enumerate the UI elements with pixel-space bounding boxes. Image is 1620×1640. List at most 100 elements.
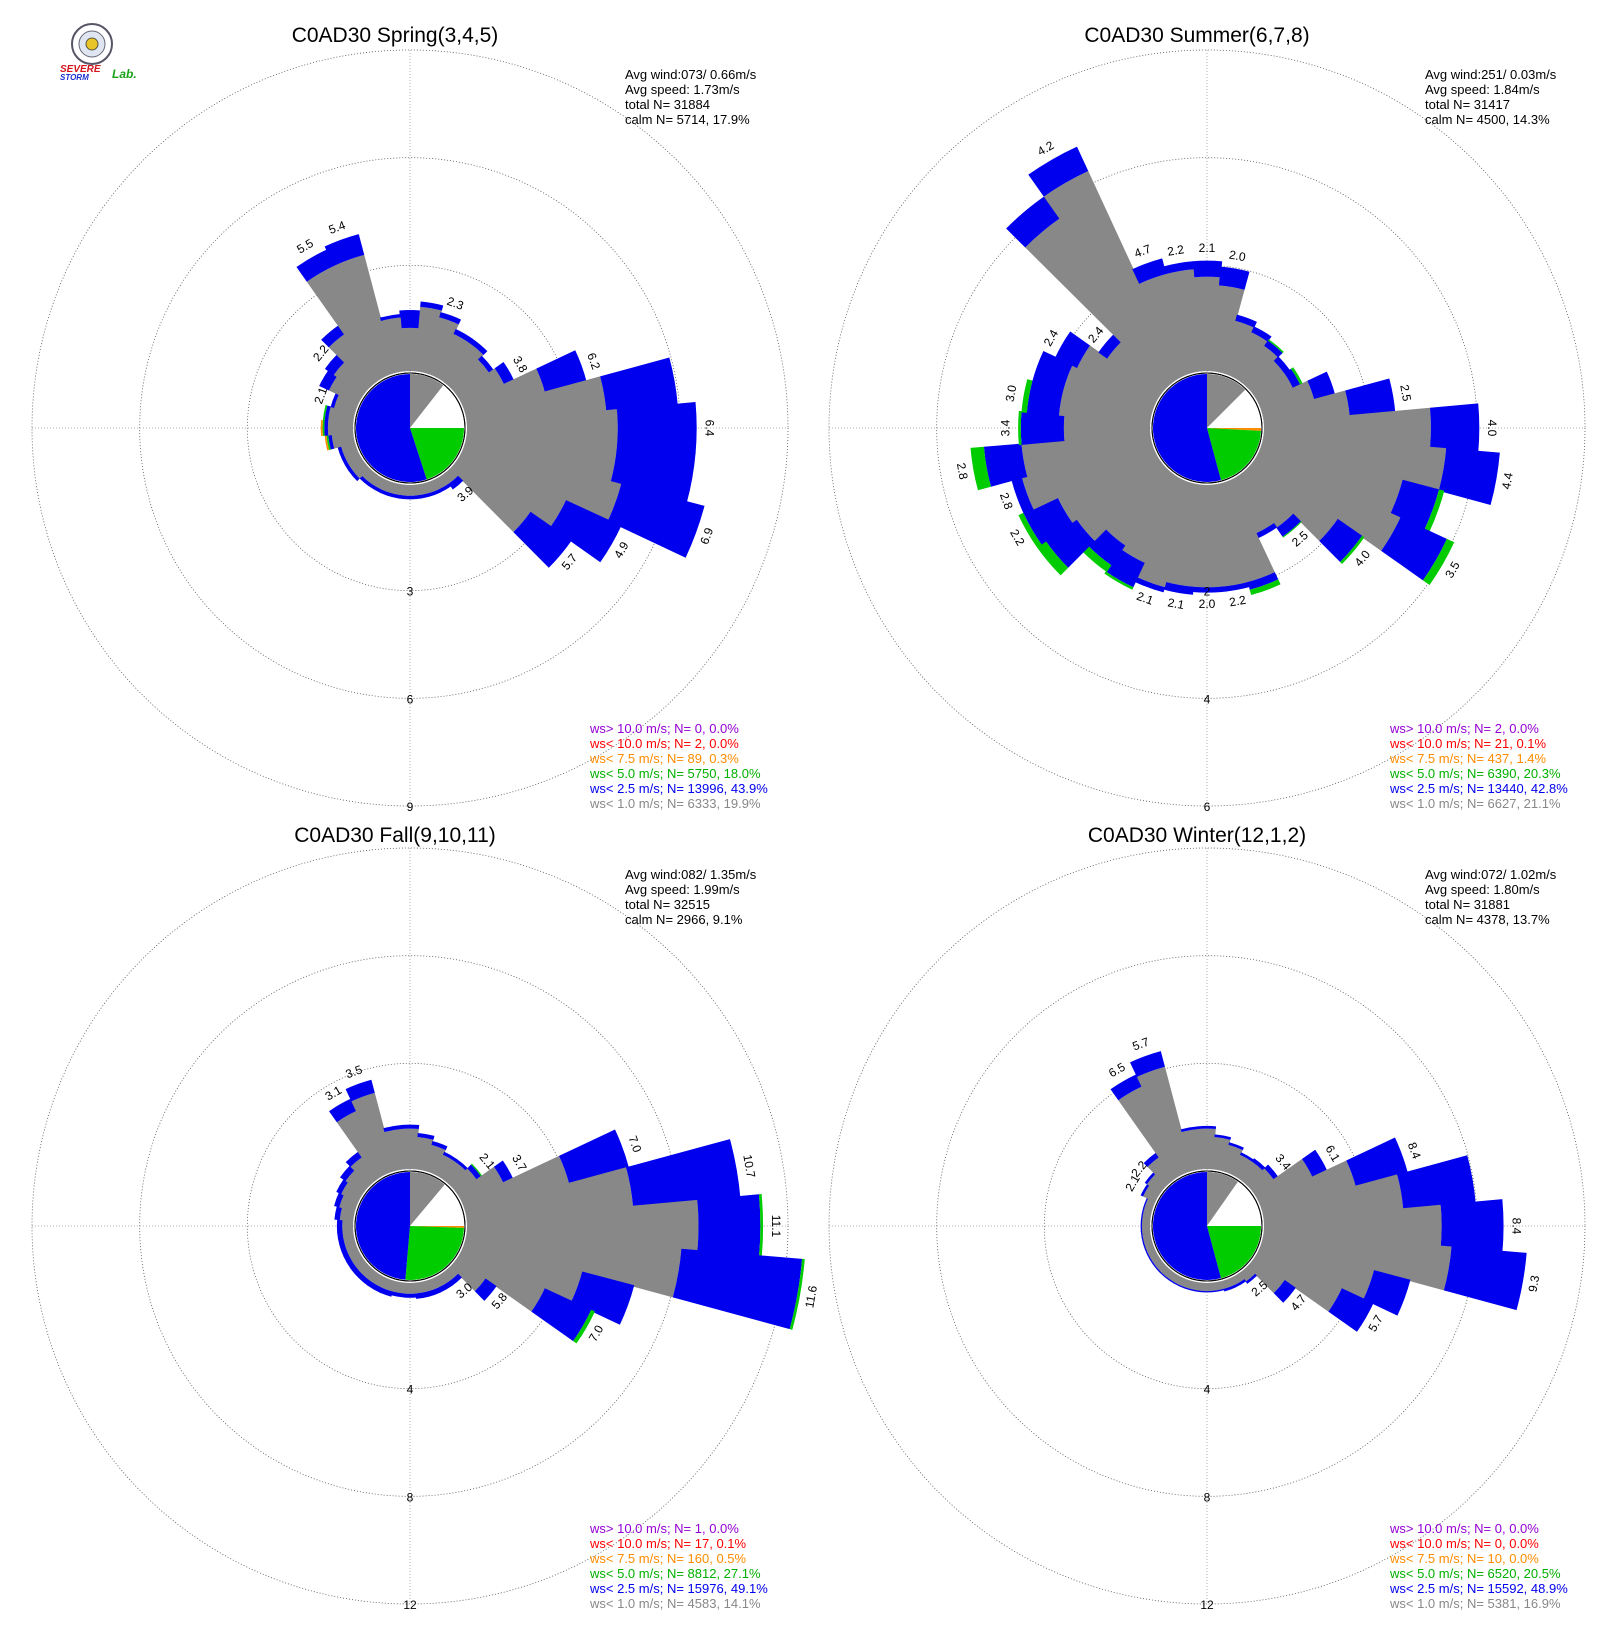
rose-bar-segment: [450, 1258, 486, 1292]
calm-circle-outline: [354, 1170, 466, 1282]
calm-pie-slice: [1207, 1172, 1238, 1226]
rose-bar-segment: [1328, 1288, 1374, 1332]
rose-bar-segment: [1011, 476, 1034, 515]
bar-value-label: 2.1: [1199, 241, 1216, 255]
rose-bar-segment: [391, 1291, 405, 1298]
rose-bar-segment: [348, 1249, 364, 1266]
rose-bar-segment: [1235, 314, 1257, 328]
total-n-text: total N= 32515: [625, 897, 710, 912]
speed-legend: ws> 10.0 m/s; N= 1, 0.0% ws< 10.0 m/s; N…: [589, 1521, 768, 1611]
bar-value-label: 3.5: [344, 1062, 365, 1081]
chart-title: C0AD30 Spring(3,4,5): [292, 24, 499, 47]
grid-ring: [31, 49, 789, 807]
bar-value-label: 5.7: [559, 551, 581, 573]
rose-bar-segment: [403, 1293, 417, 1298]
ring-label: 6: [407, 692, 414, 706]
grid-ring: [828, 847, 1586, 1605]
bar-value-label: 2.5: [1397, 384, 1414, 403]
rose-bar-segment: [450, 460, 531, 533]
rose-bar-segment: [334, 1206, 343, 1221]
rose-bar-segment: [1006, 195, 1061, 248]
rose-bar-segment: [328, 406, 355, 424]
speed-legend: ws> 10.0 m/s; N= 2, 0.0% ws< 10.0 m/s; N…: [1389, 721, 1568, 811]
rose-bar-segment: [336, 1179, 349, 1195]
rose-bar-segment: [573, 1309, 595, 1344]
calm-pie-slice: [410, 374, 444, 428]
legend-entry: ws< 2.5 m/s; N= 13440, 42.8%: [1389, 781, 1568, 796]
rose-bar-segment: [1165, 483, 1203, 587]
rose-bar-segment: [448, 475, 464, 490]
avg-wind-text: Avg wind:072/ 1.02m/s: [1425, 867, 1557, 882]
calm-pie-slice: [356, 374, 427, 482]
rose-bar-segment: [1230, 474, 1274, 534]
bar-value-label: 2.1: [311, 385, 330, 406]
rose-bar-segment: [1059, 389, 1152, 424]
rose-bar-segment: [456, 451, 566, 528]
rose-bar-segment: [1290, 367, 1303, 385]
rose-bar-segment: [1424, 489, 1445, 533]
rose-bar-segment: [1245, 1273, 1257, 1284]
bar-value-label: 4.7: [1132, 242, 1153, 261]
rose-bar-segment: [1340, 535, 1365, 564]
rose-bar-segment: [433, 474, 450, 490]
calm-pie-slice: [1207, 1181, 1261, 1226]
rose-bar-segment: [442, 1151, 458, 1162]
bar-value-label: 2.8: [997, 491, 1016, 512]
rose-bar-segment: [1021, 379, 1033, 413]
bar-value-label: 2.4: [1041, 327, 1062, 349]
legend-entry: ws< 5.0 m/s; N= 6520, 20.5%: [1389, 1566, 1561, 1581]
rose-bar-segment: [424, 1277, 439, 1292]
rose-bar-segment: [1132, 258, 1167, 284]
rose-bar-segment: [536, 350, 587, 393]
rose-bar-segment: [345, 1079, 375, 1102]
rose-bar-segment: [351, 460, 370, 479]
rose-bar-segment: [328, 334, 378, 388]
rose-bar-segment: [1197, 1125, 1217, 1130]
ring-label: 4: [407, 1383, 414, 1397]
bar-value-label: 3.4: [998, 419, 1012, 436]
bar-value-label: 4.0: [1352, 547, 1374, 569]
rose-bar-segment: [349, 1264, 363, 1278]
rose-bar-segment: [337, 446, 346, 460]
bar-value-label: 3.1: [323, 1083, 345, 1104]
rose-bar-segment: [789, 1258, 805, 1330]
rose-plot: 2 4 6 2.2 2.1 2.0 2.5 4.0 4.4 3.5 4.0 2.5 2.2 2.0 2.1 2…: [828, 49, 1586, 814]
rose-bar-segment: [1397, 1155, 1476, 1210]
rose-bar-segment: [1189, 1281, 1203, 1291]
rose-bar-segment: [379, 489, 393, 497]
grid-ring: [31, 847, 789, 1605]
rose-bar-segment: [1144, 1198, 1156, 1212]
legend-entry: ws< 10.0 m/s; N= 17, 0.1%: [589, 1536, 747, 1551]
rose-bar-segment: [1234, 1279, 1247, 1288]
rose-bar-segment: [1422, 538, 1455, 585]
rose-bar-segment: [465, 1230, 682, 1298]
rose-bar-segment: [1198, 1128, 1216, 1170]
rose-bar-segment: [1262, 1174, 1404, 1222]
bar-value-label: 2.2: [1228, 593, 1247, 610]
bar-value-label: 5.4: [327, 218, 348, 237]
rose-bar-segment: [1273, 1280, 1296, 1303]
rose-bar-segment: [1258, 1240, 1375, 1300]
bar-value-label: 2.5: [1289, 528, 1311, 550]
rose-bar-segment: [465, 376, 607, 424]
rose-bar-segment: [334, 394, 359, 414]
rose-bar-segment: [1045, 518, 1095, 568]
rose-bar-segment: [465, 1167, 634, 1222]
bar-value-label: 2.1: [1135, 589, 1156, 608]
logo-severe-text: SEVERE: [60, 64, 101, 75]
rose-bar-segment: [477, 355, 494, 373]
rose-bar-segment: [1021, 442, 1156, 510]
rose-bar-segment: [1264, 340, 1283, 358]
rose-bar-segment: [1262, 432, 1447, 491]
bar-value-label: 6.1: [1323, 1143, 1344, 1165]
calm-pie-slice: [1207, 428, 1261, 481]
rose-bar-segment: [1319, 518, 1363, 563]
calm-circle-outline: [1151, 372, 1263, 484]
chart-title: C0AD30 Summer(6,7,8): [1084, 24, 1309, 47]
bar-value-label: 2.2: [1166, 242, 1185, 259]
rose-bar-segment: [414, 306, 442, 373]
rose-bar-segment: [1230, 1272, 1245, 1286]
rose-bar-segment: [456, 1166, 504, 1203]
calm-circle-outline: [354, 372, 466, 484]
